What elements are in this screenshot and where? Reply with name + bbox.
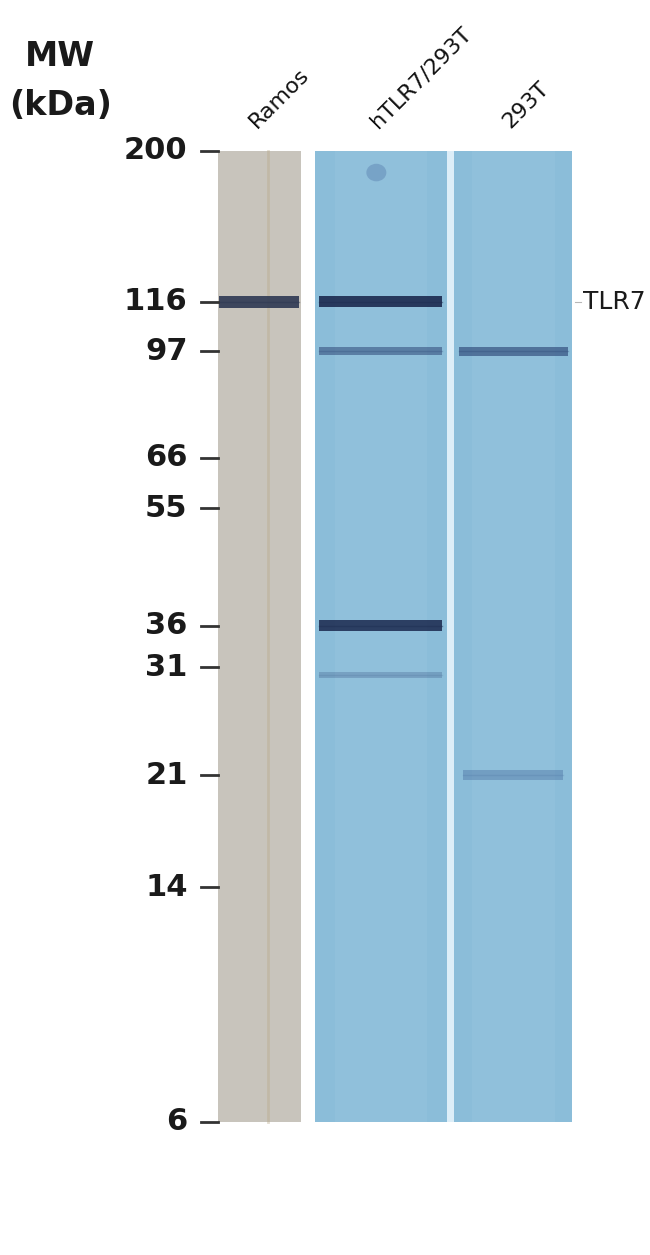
Text: 14: 14	[145, 872, 188, 902]
Bar	[320, 620, 442, 631]
Text: Ramos: Ramos	[245, 64, 313, 132]
Bar	[459, 346, 568, 355]
Text: hTLR7/293T: hTLR7/293T	[367, 23, 475, 132]
Text: 36: 36	[145, 611, 188, 640]
Text: 200: 200	[124, 137, 188, 166]
Bar	[320, 348, 442, 355]
Bar	[335, 151, 427, 1122]
Text: (kDa): (kDa)	[9, 89, 112, 122]
Bar	[447, 151, 454, 1122]
Bar	[218, 151, 302, 1122]
Text: 116: 116	[124, 287, 188, 316]
Ellipse shape	[367, 163, 386, 181]
Text: 293T: 293T	[499, 78, 553, 132]
Bar	[315, 151, 447, 1122]
Bar	[463, 771, 564, 779]
Text: 31: 31	[145, 653, 188, 681]
Text: TLR7: TLR7	[583, 290, 646, 314]
Text: MW: MW	[25, 40, 96, 73]
Text: 55: 55	[145, 494, 188, 523]
Text: 97: 97	[145, 336, 188, 365]
Bar	[320, 671, 442, 679]
Text: 21: 21	[145, 761, 188, 789]
Bar	[220, 296, 300, 307]
Text: 66: 66	[145, 443, 188, 472]
Bar	[472, 151, 554, 1122]
Bar	[320, 296, 442, 307]
Bar	[454, 151, 573, 1122]
Text: 6: 6	[166, 1107, 188, 1136]
